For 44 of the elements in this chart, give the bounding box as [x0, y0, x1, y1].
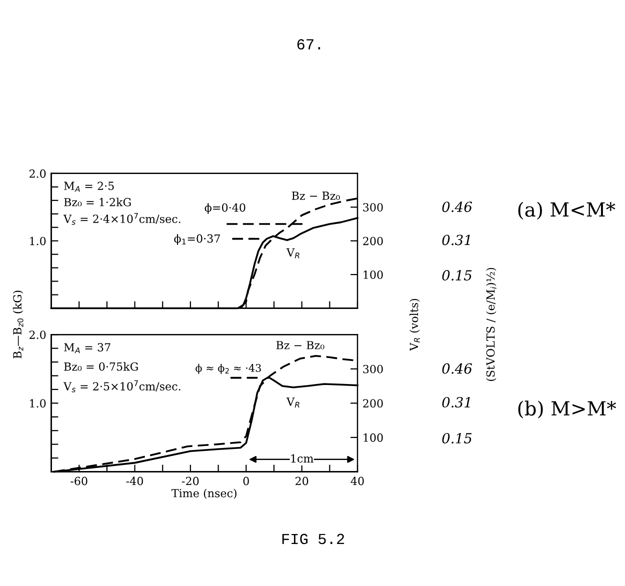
x-tick-label: -20 — [182, 476, 199, 486]
annotation: V$_{s}$ = 2·4×10$^{7}$cm/sec. — [63, 212, 180, 225]
caption: FIG 5.2 — [282, 534, 344, 544]
y2-tick-label: 100 — [364, 270, 383, 279]
series-label: Bz − Bz₀ — [276, 341, 324, 350]
y2-tick-label: 300 — [363, 203, 383, 212]
y2-tick-label: 300 — [363, 364, 383, 374]
x-tick-label: 20 — [296, 476, 308, 486]
x-tick-label: -40 — [126, 476, 143, 486]
annotation: M$_{A}$ = 2·5 — [64, 182, 114, 192]
series-label: V$_{R}$ — [286, 248, 300, 258]
y3-tick-label: 0.46 — [442, 363, 472, 374]
y3-tick-label: 0.46 — [442, 202, 472, 212]
text: 67. — [297, 39, 320, 50]
y-tick-label: 1.0 — [30, 399, 46, 408]
text: (b) M>M* — [518, 400, 616, 418]
text: (a) M<M* — [518, 202, 616, 220]
y-tick-label: 1.0 — [30, 236, 46, 246]
y2-tick-label: 200 — [363, 399, 383, 408]
annotation: Bz₀ = 0·75kG — [64, 362, 138, 371]
annotation: 1cm — [291, 454, 314, 463]
y3-tick-label: 0.15 — [442, 432, 472, 444]
y-axis-title: B$_{z}$—B$_{z0}$ (kG) — [12, 290, 24, 358]
y3-axis-title: (StVOLTS / (e/M$_{i}$)½) — [486, 268, 496, 381]
y3-tick-label: 0.31 — [442, 234, 470, 246]
y2-tick-label: 200 — [363, 236, 383, 246]
x-tick-label: 40 — [350, 476, 364, 486]
y3-tick-label: 0.31 — [442, 397, 470, 408]
x-tick-label: 0 — [243, 476, 249, 486]
y3-tick-label: 0.15 — [442, 270, 472, 281]
series-label: V$_{R}$ — [286, 398, 300, 408]
x-tick-label: -60 — [70, 476, 88, 486]
annotation: V$_{s}$ = 2·5×10$^{7}$cm/sec. — [63, 380, 180, 392]
x-axis-title: Time (nsec) — [172, 488, 236, 499]
y-tick-label: 2.0 — [29, 330, 46, 339]
y2-tick-label: 100 — [364, 433, 383, 442]
annotation: M$_{A}$ = 37 — [64, 343, 110, 354]
annotation: ϕ$_{1}$=0·37 — [174, 234, 220, 245]
series-label: Bz − Bz₀ — [292, 192, 340, 200]
annotation: ϕ ≈ ϕ$_{2}$ ≈ ·43 — [196, 364, 261, 374]
y-tick-label: 2.0 — [29, 169, 46, 178]
annotation: ϕ=0·40 — [204, 203, 246, 214]
annotation: Bz₀ = 1·2kG — [64, 198, 131, 206]
y2-axis-title: V$_{R}$ (volts) — [410, 298, 420, 351]
